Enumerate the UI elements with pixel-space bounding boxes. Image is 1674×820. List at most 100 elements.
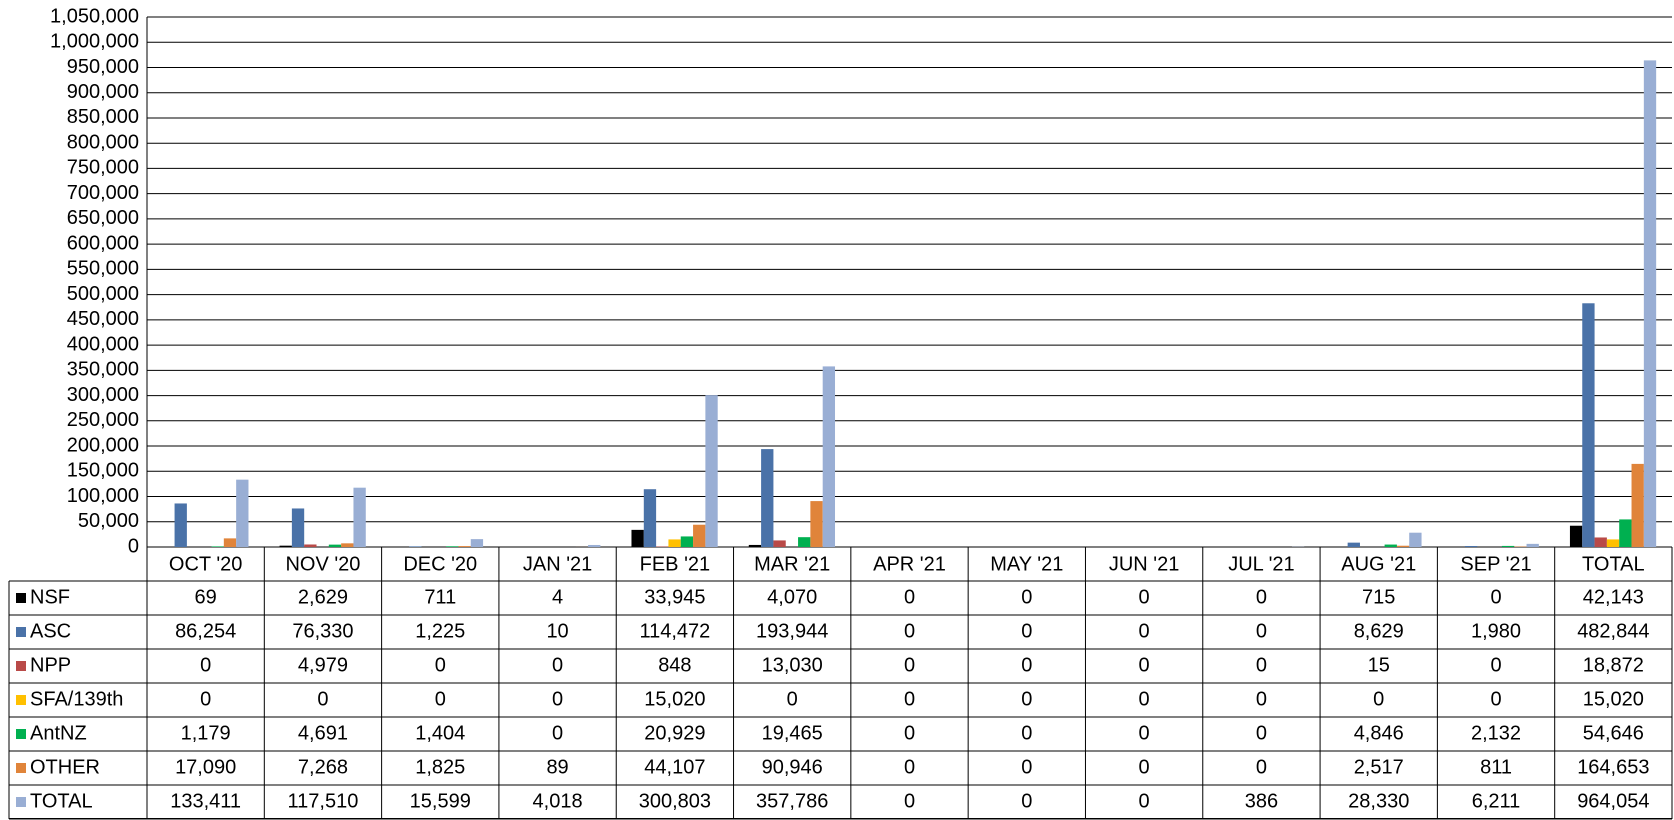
- x-tick-label: AUG '21: [1341, 553, 1416, 575]
- table-cell: 0: [904, 722, 915, 744]
- table-cell: 114,472: [639, 620, 710, 642]
- bar: [470, 539, 484, 547]
- table-cell: 0: [200, 688, 211, 710]
- bar: [1594, 537, 1607, 547]
- y-tick-label: 400,000: [67, 333, 139, 355]
- bar: [1619, 519, 1632, 547]
- table-cell: 357,786: [756, 790, 828, 812]
- table-cell: 0: [1256, 654, 1267, 676]
- table-cell: 2,629: [298, 586, 348, 608]
- legend-key: [16, 763, 26, 773]
- table-cell: 4,691: [298, 722, 348, 744]
- table-cell: 7,268: [298, 756, 348, 778]
- table-cell: 13,030: [762, 654, 823, 676]
- table-cell: 0: [1139, 790, 1150, 812]
- table-cell: 17,090: [175, 756, 236, 778]
- table-cell: 1,179: [181, 722, 231, 744]
- table-cell: 4,979: [298, 654, 348, 676]
- y-tick-label: 200,000: [67, 434, 139, 456]
- x-tick-label: MAY '21: [990, 553, 1063, 575]
- table-cell: 0: [1021, 586, 1032, 608]
- bar: [822, 366, 836, 547]
- table-cell: 0: [200, 654, 211, 676]
- table-cell: 482,844: [1577, 620, 1649, 642]
- bar: [328, 544, 342, 547]
- table-cell: 15,020: [644, 688, 705, 710]
- table-cell: 0: [1256, 722, 1267, 744]
- y-tick-label: 750,000: [67, 157, 139, 179]
- bar: [341, 543, 354, 547]
- bar: [588, 544, 601, 547]
- y-tick-label: 50,000: [78, 510, 139, 532]
- y-tick-label: 450,000: [67, 308, 139, 330]
- table-cell: 300,803: [639, 790, 711, 812]
- table-cell: 0: [552, 722, 563, 744]
- x-tick-label: DEC '20: [403, 553, 477, 575]
- bar: [1569, 525, 1583, 547]
- table-cell: 2,132: [1471, 722, 1521, 744]
- table-cell: 0: [904, 654, 915, 676]
- table-cell: 0: [1490, 586, 1501, 608]
- table-cell: 54,646: [1583, 722, 1644, 744]
- bar: [1606, 539, 1620, 547]
- y-tick-label: 650,000: [67, 207, 139, 229]
- bar: [761, 449, 774, 547]
- table-cell: 0: [435, 654, 446, 676]
- table-cell: 715: [1362, 586, 1395, 608]
- table-cell: 0: [1021, 654, 1032, 676]
- table-cell: 15: [1368, 654, 1390, 676]
- x-tick-label: APR '21: [873, 553, 946, 575]
- table-cell: 89: [546, 756, 568, 778]
- bar: [705, 395, 718, 547]
- x-tick-label: FEB '21: [640, 553, 711, 575]
- table-cell: 0: [1139, 620, 1150, 642]
- table-cell: 19,465: [762, 722, 823, 744]
- legend-label: AntNZ: [30, 722, 87, 744]
- table-cell: 44,107: [644, 756, 705, 778]
- table-cell: 20,929: [644, 722, 705, 744]
- bar: [291, 508, 305, 547]
- bar: [279, 545, 292, 547]
- x-tick-label: OCT '20: [169, 553, 242, 575]
- table-cell: 4,846: [1354, 722, 1404, 744]
- bar: [446, 546, 459, 547]
- y-tick-label: 600,000: [67, 232, 139, 254]
- y-tick-label: 550,000: [67, 258, 139, 280]
- bar: [353, 487, 366, 547]
- bar: [798, 537, 811, 547]
- table-cell: 42,143: [1583, 586, 1644, 608]
- y-tick-label: 250,000: [67, 409, 139, 431]
- y-tick-label: 150,000: [67, 460, 139, 482]
- bar: [1526, 543, 1539, 547]
- table-cell: 86,254: [175, 620, 236, 642]
- table-cell: 90,946: [762, 756, 823, 778]
- table-cell: 0: [552, 688, 563, 710]
- y-tick-label: 700,000: [67, 182, 139, 204]
- bar: [810, 501, 823, 547]
- legend-key: [16, 695, 26, 705]
- legend-key: [16, 593, 26, 603]
- table-cell: 133,411: [170, 790, 241, 812]
- table-cell: 1,825: [415, 756, 465, 778]
- table-cell: 1,980: [1471, 620, 1521, 642]
- bar: [1501, 545, 1515, 547]
- bar: [693, 524, 706, 547]
- y-tick-label: 100,000: [67, 485, 139, 507]
- table-cell: 0: [1256, 756, 1267, 778]
- table-cell: 386: [1245, 790, 1278, 812]
- table-cell: 711: [424, 586, 456, 608]
- bar: [1643, 60, 1657, 548]
- bar: [631, 529, 644, 547]
- table-cell: 15,020: [1583, 688, 1644, 710]
- legend-key: [16, 729, 26, 739]
- bar: [1347, 542, 1360, 547]
- legend-label: NSF: [30, 586, 70, 608]
- bar: [773, 540, 786, 547]
- table-cell: 0: [1139, 756, 1150, 778]
- table-cell: 28,330: [1348, 790, 1409, 812]
- bar: [748, 544, 762, 547]
- table-cell: 4,018: [533, 790, 583, 812]
- bar: [680, 536, 694, 547]
- table-cell: 0: [904, 790, 915, 812]
- table-cell: 10: [546, 620, 568, 642]
